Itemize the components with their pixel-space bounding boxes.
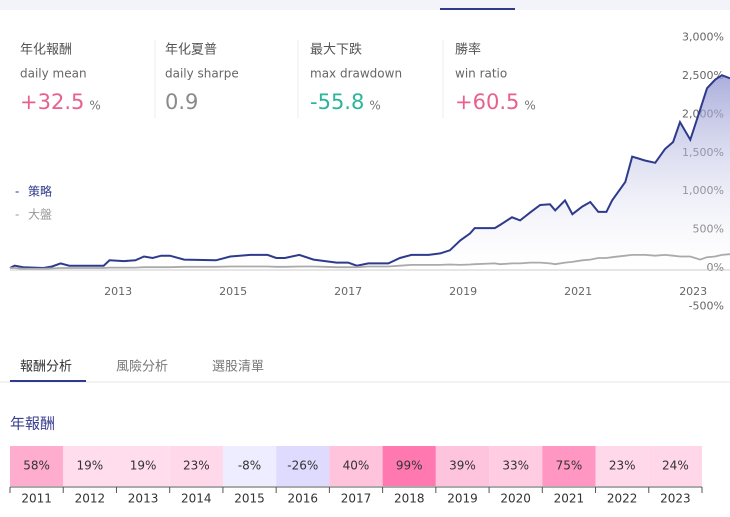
year-label: 2015 (234, 492, 265, 506)
heat-label: 23% (609, 459, 636, 473)
x-tick-label: 2015 (219, 285, 247, 298)
top-bar (0, 0, 730, 10)
stat-value: +60.5 (455, 90, 519, 114)
year-label: 2012 (75, 492, 106, 506)
stat-unit: % (369, 99, 380, 113)
x-tick-label: 2013 (104, 285, 132, 298)
year-label: 2013 (128, 492, 159, 506)
year-label: 2018 (394, 492, 425, 506)
year-label: 2016 (287, 492, 318, 506)
stat-unit: % (89, 99, 100, 113)
y-tick-label: 2,500% (682, 69, 724, 82)
legend-dash: - (15, 185, 19, 199)
stat-sub: daily mean (20, 67, 87, 81)
heatmap: 58% 2011 19% 2012 19% 2013 23% 2014 -8% 2015 -26% 2… (9, 446, 703, 506)
year-label: 2021 (554, 492, 585, 506)
heat-label: -26% (287, 459, 318, 473)
heat-cell (435, 446, 490, 486)
stat-unit: % (524, 99, 535, 113)
heat-cell (329, 446, 383, 486)
legend-entry: 策略 (28, 184, 52, 199)
heat-label: 99% (396, 459, 423, 473)
heat-label: 75% (556, 459, 583, 473)
x-tick-label: 2019 (449, 285, 477, 298)
year-label: 2023 (660, 492, 691, 506)
stat-sub: max drawdown (310, 67, 402, 81)
tab[interactable]: 風險分析 (116, 360, 168, 375)
x-tick-label: 2017 (334, 285, 362, 298)
heat-cell (595, 446, 649, 486)
legend-entry: 大盤 (28, 208, 52, 222)
heat-label: 58% (23, 459, 50, 473)
x-tick-label: 2021 (564, 285, 592, 298)
heat-cell (63, 446, 117, 486)
heat-cell (10, 446, 64, 486)
year-label: 2014 (181, 492, 212, 506)
legend-dash: - (15, 208, 19, 222)
stat-label: 年化夏普 (165, 43, 217, 58)
year-label: 2019 (447, 492, 478, 506)
stat-label: 最大下跌 (310, 42, 362, 58)
year-label: 2017 (341, 492, 372, 506)
heat-cell (542, 446, 596, 486)
stat-label: 年化報酬 (20, 43, 72, 58)
y-tick-label: 3,000% (682, 31, 724, 44)
heat-label: 39% (449, 459, 476, 473)
heat-label: -8% (238, 459, 261, 473)
year-label: 2011 (21, 492, 52, 506)
heat-cell (169, 446, 223, 486)
line (9, 74, 730, 270)
area (10, 75, 730, 268)
tab[interactable]: 報酬分析 (20, 360, 72, 375)
stat-sub: daily sharpe (165, 67, 239, 81)
heat-cell (489, 446, 543, 486)
heat-cell (382, 446, 436, 486)
section-title: 年報酬 (10, 415, 55, 433)
heat-label: 19% (77, 459, 104, 473)
stat-sub: win ratio (455, 67, 507, 81)
heat-label: 24% (662, 459, 689, 473)
year-label: 2020 (500, 492, 531, 506)
line (10, 253, 730, 270)
heat-label: 23% (183, 459, 210, 473)
chart: -500%0%500%1,000%1,500%2,000%2,500%3,000… (9, 31, 730, 312)
heat-label: 19% (130, 459, 157, 473)
tab[interactable]: 選股清單 (212, 360, 264, 375)
stat-value: +32.5 (20, 90, 84, 114)
heat-cell (222, 446, 277, 486)
y-tick-label: -500% (689, 299, 724, 312)
year-label: 2022 (607, 492, 638, 506)
heat-label: 40% (343, 459, 370, 473)
heat-cell (648, 446, 702, 486)
heat-cell (276, 446, 330, 486)
heat-cell (116, 446, 170, 486)
heat-label: 33% (502, 459, 529, 473)
stat-value: 0.9 (165, 90, 198, 114)
stat-label: 勝率 (455, 42, 481, 58)
stat-value: -55.8 (310, 90, 364, 114)
x-tick-label: 2023 (679, 285, 707, 298)
